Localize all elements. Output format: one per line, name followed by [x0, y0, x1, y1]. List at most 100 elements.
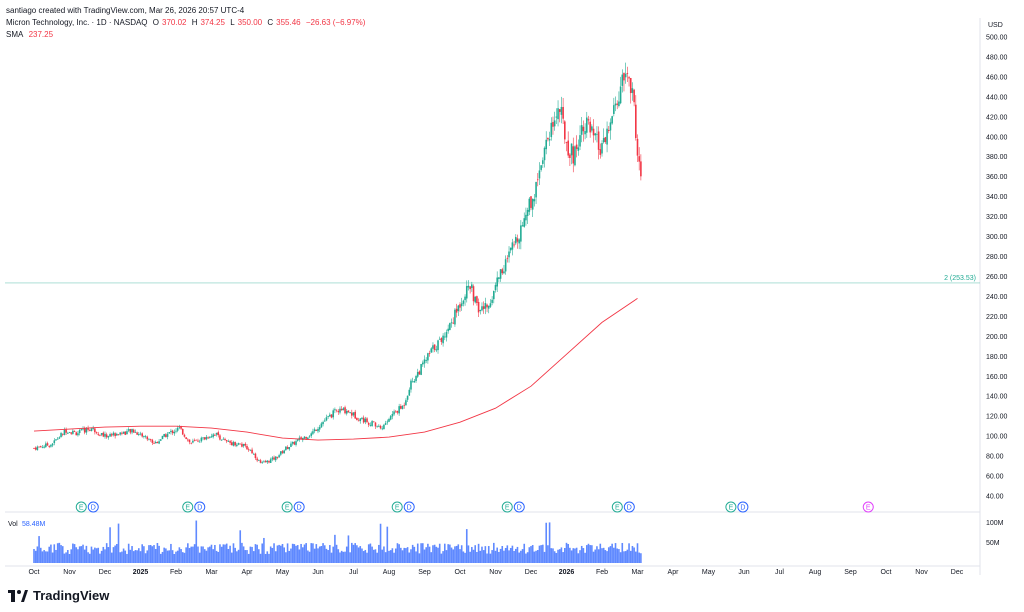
candle-body [516, 238, 519, 242]
price-tick-label: 40.00 [986, 494, 1004, 501]
volume-bar [523, 543, 526, 563]
candle-body [205, 436, 208, 440]
volume-tick-label: 50M [986, 540, 1000, 547]
time-tick-label: Oct [29, 569, 40, 576]
candle-body [185, 437, 187, 440]
volume-bar [464, 552, 466, 563]
candle-body [252, 453, 255, 455]
candle-body [613, 105, 615, 114]
candle-body [481, 306, 483, 311]
price-tick-label: 200.00 [986, 334, 1008, 341]
volume-bar [215, 550, 218, 563]
candle-body [467, 285, 470, 288]
candle-body [75, 432, 78, 436]
candle-body [383, 424, 385, 430]
volume-bar [342, 551, 345, 563]
candle-body [582, 126, 585, 132]
volume-bar [274, 551, 277, 563]
volume-bar [73, 544, 76, 563]
volume-bar [141, 544, 143, 563]
candle-body [545, 139, 548, 150]
volume-bar [518, 552, 520, 563]
candle-body [624, 73, 627, 78]
volume-bar [68, 553, 71, 563]
candle-body [77, 433, 79, 436]
candle-body [580, 125, 583, 135]
volume-bar [131, 546, 133, 563]
volume-bar [437, 547, 439, 563]
volume-bar [323, 545, 326, 563]
candle-body [73, 431, 76, 432]
candle-body [92, 428, 94, 430]
volume-bar [195, 520, 198, 563]
candle-body [178, 426, 181, 428]
volume-bar [499, 548, 502, 563]
candle-body [511, 242, 514, 250]
candle-body [410, 380, 412, 390]
volume-bar [555, 552, 558, 563]
candle-body [418, 371, 421, 375]
candle-body [48, 446, 51, 447]
volume-bar [506, 545, 509, 563]
volume-bar [90, 546, 93, 563]
volume-bar [413, 546, 416, 563]
volume-bar [591, 545, 593, 563]
time-tick-label: Nov [63, 569, 76, 576]
price-tick-label: 360.00 [986, 174, 1008, 181]
volume-bar [614, 543, 617, 563]
volume-bar [144, 553, 147, 563]
candle-body [423, 359, 426, 364]
candle-body [296, 439, 299, 441]
dividend-event-label: D [740, 505, 745, 512]
sma-legend: SMA 237.25 [6, 30, 56, 40]
tradingview-logo-text: TradingView [33, 588, 110, 603]
candle-body [273, 457, 275, 460]
volume-bar [383, 546, 385, 563]
candle-body [359, 418, 362, 421]
candle-body [41, 447, 44, 448]
volume-bar [484, 546, 487, 563]
price-tick-label: 440.00 [986, 94, 1008, 101]
volume-bar [266, 551, 269, 563]
candle-body [548, 138, 551, 141]
candle-body [82, 428, 84, 430]
candle-body [236, 444, 238, 446]
volume-bar [303, 544, 306, 563]
volume-bar [469, 551, 471, 563]
candle-body [371, 421, 373, 426]
time-tick-label: Apr [242, 569, 254, 576]
volume-bar [286, 543, 289, 563]
volume-bar [531, 545, 534, 563]
candle-body [433, 344, 436, 350]
candle-body [200, 437, 203, 442]
volume-bar [227, 548, 230, 563]
candle-body [354, 411, 356, 419]
time-tick-label: 2026 [559, 569, 575, 576]
time-tick-label: Aug [383, 569, 396, 576]
volume-bar [513, 550, 515, 563]
candle-body [482, 306, 485, 310]
volume-bar [317, 548, 319, 563]
candle-body [562, 107, 564, 119]
candle-body [594, 133, 597, 136]
volume-bar [472, 549, 475, 563]
volume-bar [258, 549, 260, 563]
volume-bar [400, 547, 402, 563]
volume-bar [354, 543, 356, 563]
time-tick-label: Sep [844, 569, 857, 576]
candle-body [636, 138, 639, 156]
candle-body [291, 441, 294, 444]
sma-line [33, 298, 638, 441]
candle-body [614, 103, 617, 106]
candle-body [540, 165, 542, 170]
candle-body [85, 428, 88, 433]
event-marker-icon [501, 501, 513, 513]
candle-body [381, 428, 384, 430]
candle-body [422, 362, 424, 365]
volume-bar [445, 550, 448, 563]
volume-bar [443, 543, 446, 563]
volume-bar [116, 544, 118, 563]
volume-bar [310, 543, 313, 563]
candle-body [523, 218, 526, 227]
